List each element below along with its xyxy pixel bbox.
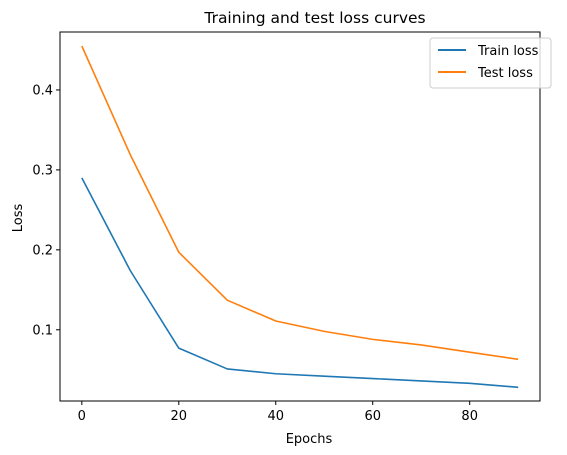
y-axis: 0.1 0.2 0.3 0.4 [32, 83, 60, 338]
y-tick-label: 0.4 [32, 83, 53, 98]
x-tick-label: 80 [461, 409, 478, 424]
y-tick-label: 0.1 [32, 323, 53, 338]
x-tick-label: 0 [78, 409, 86, 424]
plot-frame [59, 31, 541, 402]
chart-title: Training and test loss curves [203, 9, 425, 27]
series-line-test-loss [81, 45, 519, 361]
legend-label-test: Test loss [477, 66, 533, 81]
x-tick-label: 40 [267, 409, 284, 424]
legend: Train loss Test loss [429, 37, 552, 89]
y-tick-label: 0.2 [32, 243, 53, 258]
legend-label-train: Train loss [477, 44, 539, 59]
series-line-train-loss [81, 177, 519, 389]
x-axis-label: Epochs [286, 432, 333, 447]
x-axis: 0 20 40 60 80 [78, 401, 478, 424]
y-tick-label: 0.3 [32, 163, 53, 178]
x-tick-label: 60 [364, 409, 381, 424]
series-layer [81, 45, 519, 389]
y-axis-label: Loss [11, 204, 26, 233]
x-tick-label: 20 [171, 409, 188, 424]
